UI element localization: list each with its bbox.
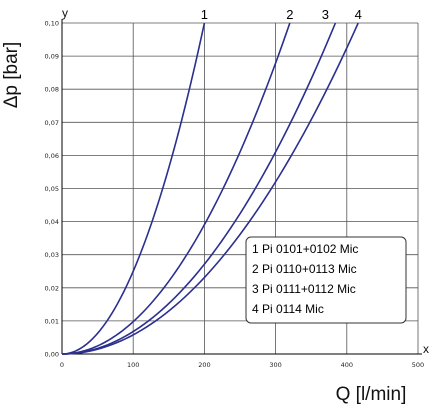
series-label-4: 4 bbox=[355, 7, 362, 22]
series-label-3: 3 bbox=[322, 7, 329, 22]
y-tick-label: 0,08 bbox=[45, 86, 59, 94]
y-tick-label: 0,01 bbox=[45, 317, 59, 325]
y-tick-label: 0,04 bbox=[45, 218, 59, 226]
x-tick-labels: 0 100 200 300 400 500 bbox=[60, 361, 424, 369]
x-tick-label: 200 bbox=[198, 361, 210, 369]
series-line-2 bbox=[61, 22, 291, 355]
legend-entry: 2 Pi 0110+0113 Mic bbox=[252, 262, 357, 276]
x-tick-label: 500 bbox=[412, 361, 424, 369]
y-axis-letter: y bbox=[62, 6, 68, 20]
y-tick-label: 0,05 bbox=[45, 185, 59, 193]
series-label-2: 2 bbox=[286, 7, 293, 22]
x-axis-letter: x bbox=[423, 342, 429, 356]
legend-box bbox=[245, 236, 407, 324]
series-line-4 bbox=[61, 22, 359, 355]
legend: 1 Pi 0101+0102 Mic 2 Pi 0110+0113 Mic 3 Pi… bbox=[245, 236, 407, 324]
legend-entry: 1 Pi 0101+0102 Mic bbox=[252, 242, 358, 256]
y-tick-label: 0,00 bbox=[45, 351, 59, 359]
series-line-3 bbox=[61, 22, 337, 355]
legend-entry: 4 Pi 0114 Mic bbox=[252, 302, 324, 316]
y-tick-label: 0,06 bbox=[45, 152, 59, 160]
series-label-1: 1 bbox=[201, 7, 208, 22]
plot-frame bbox=[61, 19, 422, 355]
legend-items: 1 Pi 0101+0102 Mic 2 Pi 0110+0113 Mic 3 Pi… bbox=[252, 242, 358, 316]
x-tick-label: 100 bbox=[127, 361, 139, 369]
y-tick-label: 0,09 bbox=[45, 53, 59, 61]
y-tick-labels: 0,00 0,01 0,02 0,03 0,04 0,05 0,06 0,07 0,08 0,09… bbox=[45, 20, 59, 359]
legend-entry: 3 Pi 0111+0112 Mic bbox=[252, 282, 356, 296]
x-axis-title: Q [l/min] bbox=[336, 384, 407, 405]
y-tick-label: 0,10 bbox=[45, 20, 59, 28]
series-line-1 bbox=[61, 22, 206, 355]
y-tick-label: 0,02 bbox=[45, 284, 59, 292]
x-tick-label: 0 bbox=[60, 361, 64, 369]
series-curves bbox=[61, 22, 359, 355]
y-axis-title: Δp [bar] bbox=[1, 42, 22, 109]
series-end-labels: 1 2 3 4 bbox=[201, 7, 362, 22]
x-tick-label: 300 bbox=[269, 361, 281, 369]
y-tick-label: 0,07 bbox=[45, 119, 59, 127]
y-tick-label: 0,03 bbox=[45, 251, 59, 259]
x-tick-label: 400 bbox=[341, 361, 353, 369]
